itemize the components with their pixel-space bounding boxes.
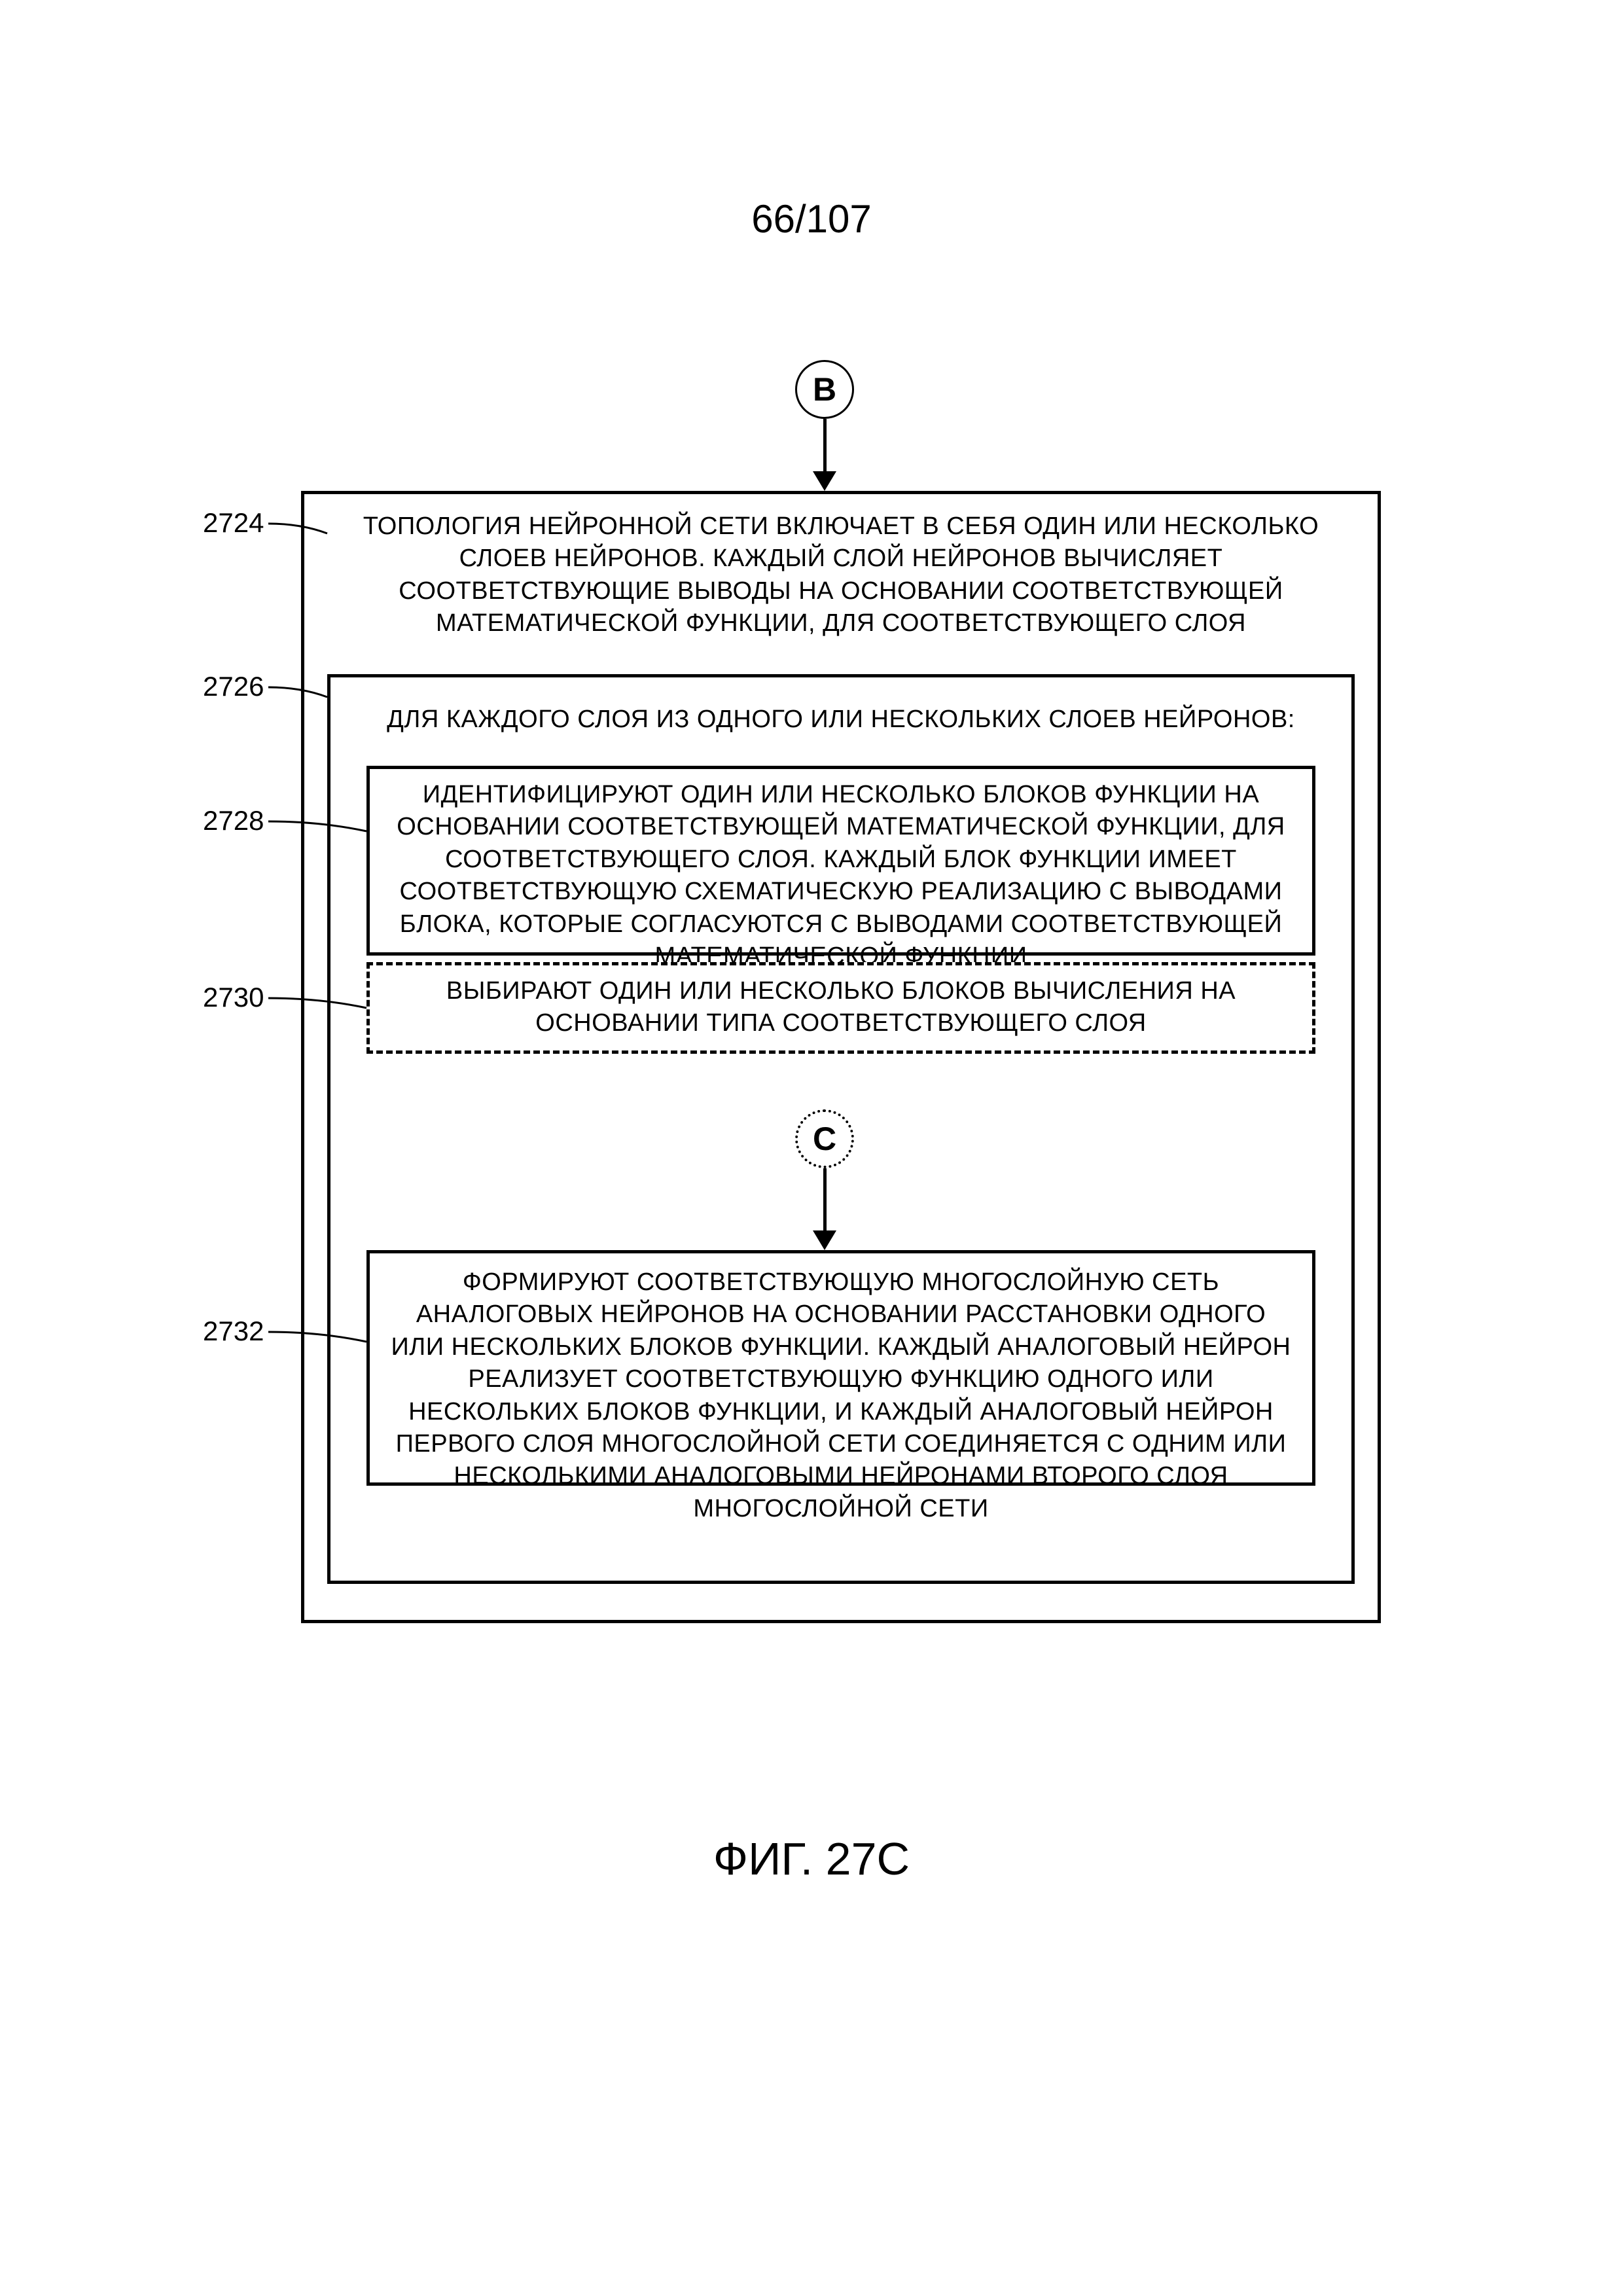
box-2732-text: ФОРМИРУЮТ СООТВЕТСТВУЮЩУЮ МНОГОСЛОЙНУЮ С… — [386, 1266, 1296, 1525]
arrow-c-line — [823, 1168, 827, 1234]
ref-2724-line — [268, 520, 334, 540]
ref-2728-label: 2728 — [203, 805, 264, 836]
box-2730-text: ВЫБИРАЮТ ОДИН ИЛИ НЕСКОЛЬКО БЛОКОВ ВЫЧИС… — [386, 975, 1296, 1040]
connector-c-circle: C — [795, 1109, 854, 1168]
arrow-b-line — [823, 419, 827, 475]
ref-2732-line — [268, 1329, 373, 1348]
ref-2724-label: 2724 — [203, 507, 264, 539]
ref-2726-label: 2726 — [203, 671, 264, 702]
ref-2732-label: 2732 — [203, 1316, 264, 1347]
arrow-c-head — [813, 1230, 836, 1250]
box-2726-text: ДЛЯ КАЖДОГО СЛОЯ ИЗ ОДНОГО ИЛИ НЕСКОЛЬКИ… — [353, 704, 1329, 736]
figure-label: ФИГ. 27C — [0, 1833, 1623, 1885]
arrow-b-head — [813, 471, 836, 491]
box-2724-text: ТОПОЛОГИЯ НЕЙРОННОЙ СЕТИ ВКЛЮЧАЕТ В СЕБЯ… — [340, 511, 1342, 640]
page-number: 66/107 — [0, 196, 1623, 242]
connector-b-circle: B — [795, 360, 854, 419]
connector-b-label: B — [813, 370, 836, 408]
ref-2726-line — [268, 684, 334, 704]
box-2728-text: ИДЕНТИФИЦИРУЮТ ОДИН ИЛИ НЕСКОЛЬКО БЛОКОВ… — [386, 779, 1296, 973]
ref-2728-line — [268, 818, 373, 838]
connector-c-label: C — [813, 1120, 836, 1158]
ref-2730-label: 2730 — [203, 982, 264, 1013]
ref-2730-line — [268, 995, 373, 1014]
